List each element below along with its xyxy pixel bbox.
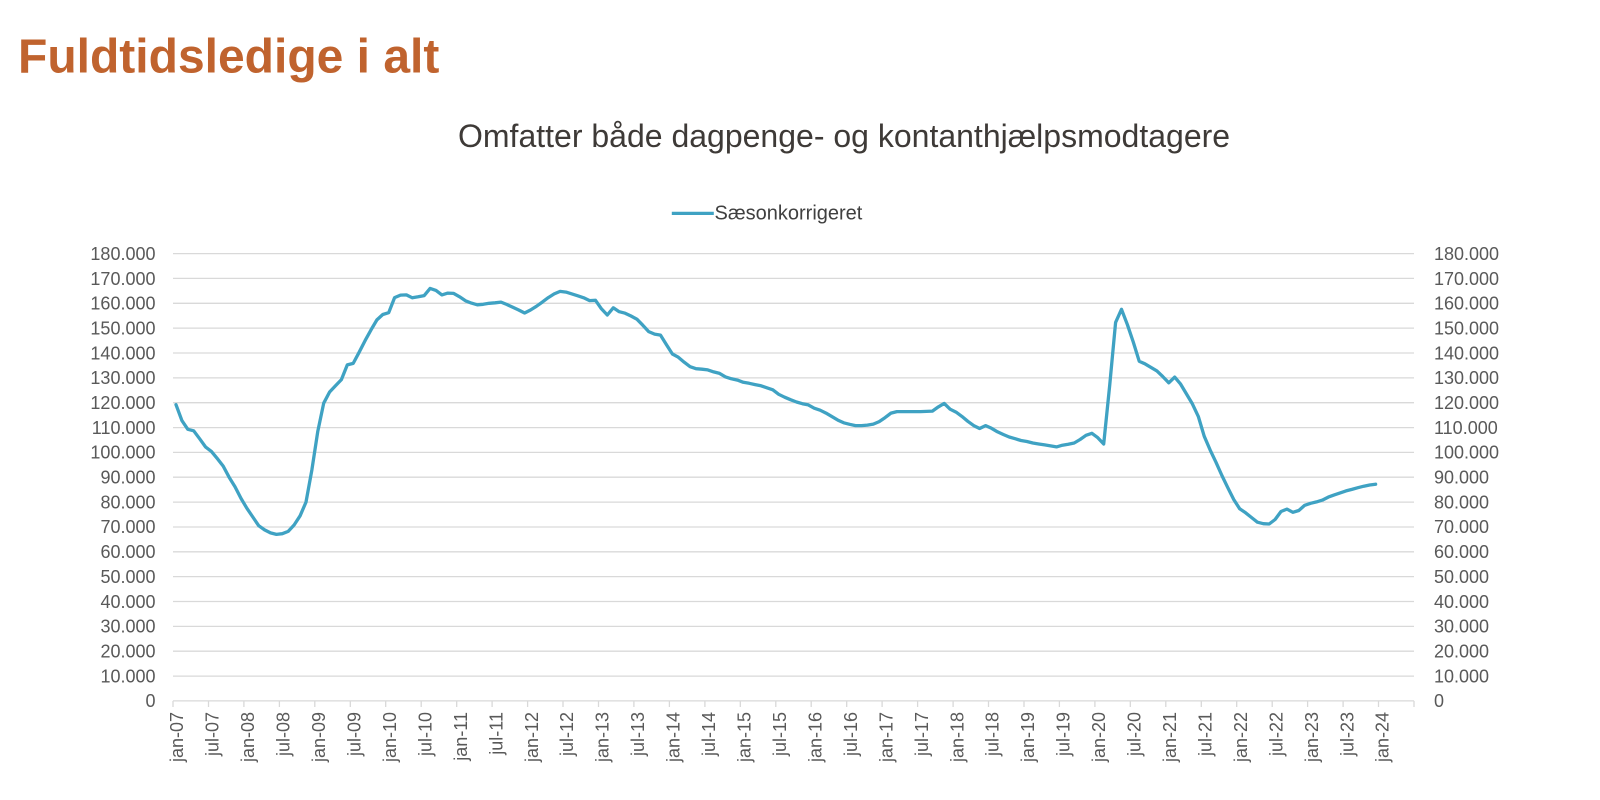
svg-text:40.000: 40.000 <box>100 592 155 612</box>
svg-text:jan-11: jan-11 <box>451 712 471 762</box>
svg-text:50.000: 50.000 <box>100 567 155 587</box>
svg-text:jan-10: jan-10 <box>380 712 400 763</box>
svg-text:20.000: 20.000 <box>100 642 155 662</box>
svg-text:jul-12: jul-12 <box>557 712 577 757</box>
svg-text:jan-22: jan-22 <box>1231 712 1251 763</box>
svg-text:150.000: 150.000 <box>90 318 155 338</box>
svg-text:jan-13: jan-13 <box>593 712 613 763</box>
svg-text:80.000: 80.000 <box>100 492 155 512</box>
svg-text:170.000: 170.000 <box>90 269 155 289</box>
svg-text:jul-22: jul-22 <box>1266 712 1286 757</box>
svg-text:130.000: 130.000 <box>90 368 155 388</box>
svg-text:jul-08: jul-08 <box>274 712 294 757</box>
svg-text:Sæsonkorrigeret: Sæsonkorrigeret <box>715 203 863 225</box>
svg-text:jul-15: jul-15 <box>770 712 790 757</box>
svg-text:20.000: 20.000 <box>1434 642 1489 662</box>
svg-text:jan-08: jan-08 <box>238 712 258 763</box>
svg-text:0: 0 <box>1434 691 1444 711</box>
svg-text:jul-07: jul-07 <box>203 712 223 757</box>
svg-text:jan-18: jan-18 <box>947 712 967 763</box>
svg-text:40.000: 40.000 <box>1434 592 1489 612</box>
svg-text:150.000: 150.000 <box>1434 318 1499 338</box>
svg-text:jul-14: jul-14 <box>699 712 719 757</box>
svg-text:jan-21: jan-21 <box>1160 712 1180 763</box>
svg-text:10.000: 10.000 <box>100 666 155 686</box>
svg-text:jan-23: jan-23 <box>1302 712 1322 763</box>
svg-text:180.000: 180.000 <box>90 244 155 264</box>
svg-text:140.000: 140.000 <box>1434 343 1499 363</box>
svg-text:120.000: 120.000 <box>1434 393 1499 413</box>
svg-text:180.000: 180.000 <box>1434 244 1499 264</box>
svg-text:100.000: 100.000 <box>1434 443 1499 463</box>
svg-text:60.000: 60.000 <box>100 542 155 562</box>
svg-text:160.000: 160.000 <box>1434 294 1499 314</box>
svg-text:30.000: 30.000 <box>1434 617 1489 637</box>
svg-text:jan-19: jan-19 <box>1018 712 1038 763</box>
svg-text:jan-07: jan-07 <box>167 712 187 763</box>
svg-text:jan-20: jan-20 <box>1089 712 1109 763</box>
svg-text:jan-16: jan-16 <box>805 712 825 763</box>
svg-text:110.000: 110.000 <box>92 418 156 438</box>
svg-text:100.000: 100.000 <box>90 443 155 463</box>
svg-text:70.000: 70.000 <box>1434 517 1489 537</box>
svg-text:jan-14: jan-14 <box>664 712 684 763</box>
svg-text:130.000: 130.000 <box>1434 368 1499 388</box>
svg-text:jul-23: jul-23 <box>1337 712 1357 757</box>
svg-text:jul-11: jul-11 <box>486 712 506 756</box>
svg-text:jan-09: jan-09 <box>309 712 329 763</box>
svg-text:160.000: 160.000 <box>90 294 155 314</box>
svg-text:0: 0 <box>145 691 155 711</box>
svg-text:60.000: 60.000 <box>1434 542 1489 562</box>
svg-text:70.000: 70.000 <box>100 517 155 537</box>
svg-text:jul-09: jul-09 <box>345 712 365 757</box>
svg-text:Fuldtidsledige i alt: Fuldtidsledige i alt <box>18 31 439 84</box>
svg-text:jul-16: jul-16 <box>841 712 861 757</box>
svg-text:90.000: 90.000 <box>100 468 155 488</box>
svg-text:110.000: 110.000 <box>1434 418 1498 438</box>
svg-text:jan-17: jan-17 <box>876 712 896 763</box>
svg-text:140.000: 140.000 <box>90 343 155 363</box>
svg-text:90.000: 90.000 <box>1434 468 1489 488</box>
svg-text:120.000: 120.000 <box>90 393 155 413</box>
svg-text:jul-20: jul-20 <box>1125 712 1145 757</box>
svg-text:jul-17: jul-17 <box>912 712 932 757</box>
svg-text:jul-19: jul-19 <box>1054 712 1074 757</box>
svg-text:jul-21: jul-21 <box>1196 712 1216 757</box>
svg-text:jul-10: jul-10 <box>415 712 435 757</box>
svg-text:jan-15: jan-15 <box>735 712 755 763</box>
svg-text:30.000: 30.000 <box>100 617 155 637</box>
svg-text:jul-18: jul-18 <box>983 712 1003 757</box>
svg-text:50.000: 50.000 <box>1434 567 1489 587</box>
svg-text:Omfatter både dagpenge- og kon: Omfatter både dagpenge- og kontanthjælps… <box>458 118 1230 154</box>
svg-text:jan-24: jan-24 <box>1373 712 1393 763</box>
svg-text:10.000: 10.000 <box>1434 666 1489 686</box>
svg-text:170.000: 170.000 <box>1434 269 1499 289</box>
svg-text:jan-12: jan-12 <box>522 712 542 763</box>
svg-text:80.000: 80.000 <box>1434 492 1489 512</box>
svg-text:jul-13: jul-13 <box>628 712 648 757</box>
